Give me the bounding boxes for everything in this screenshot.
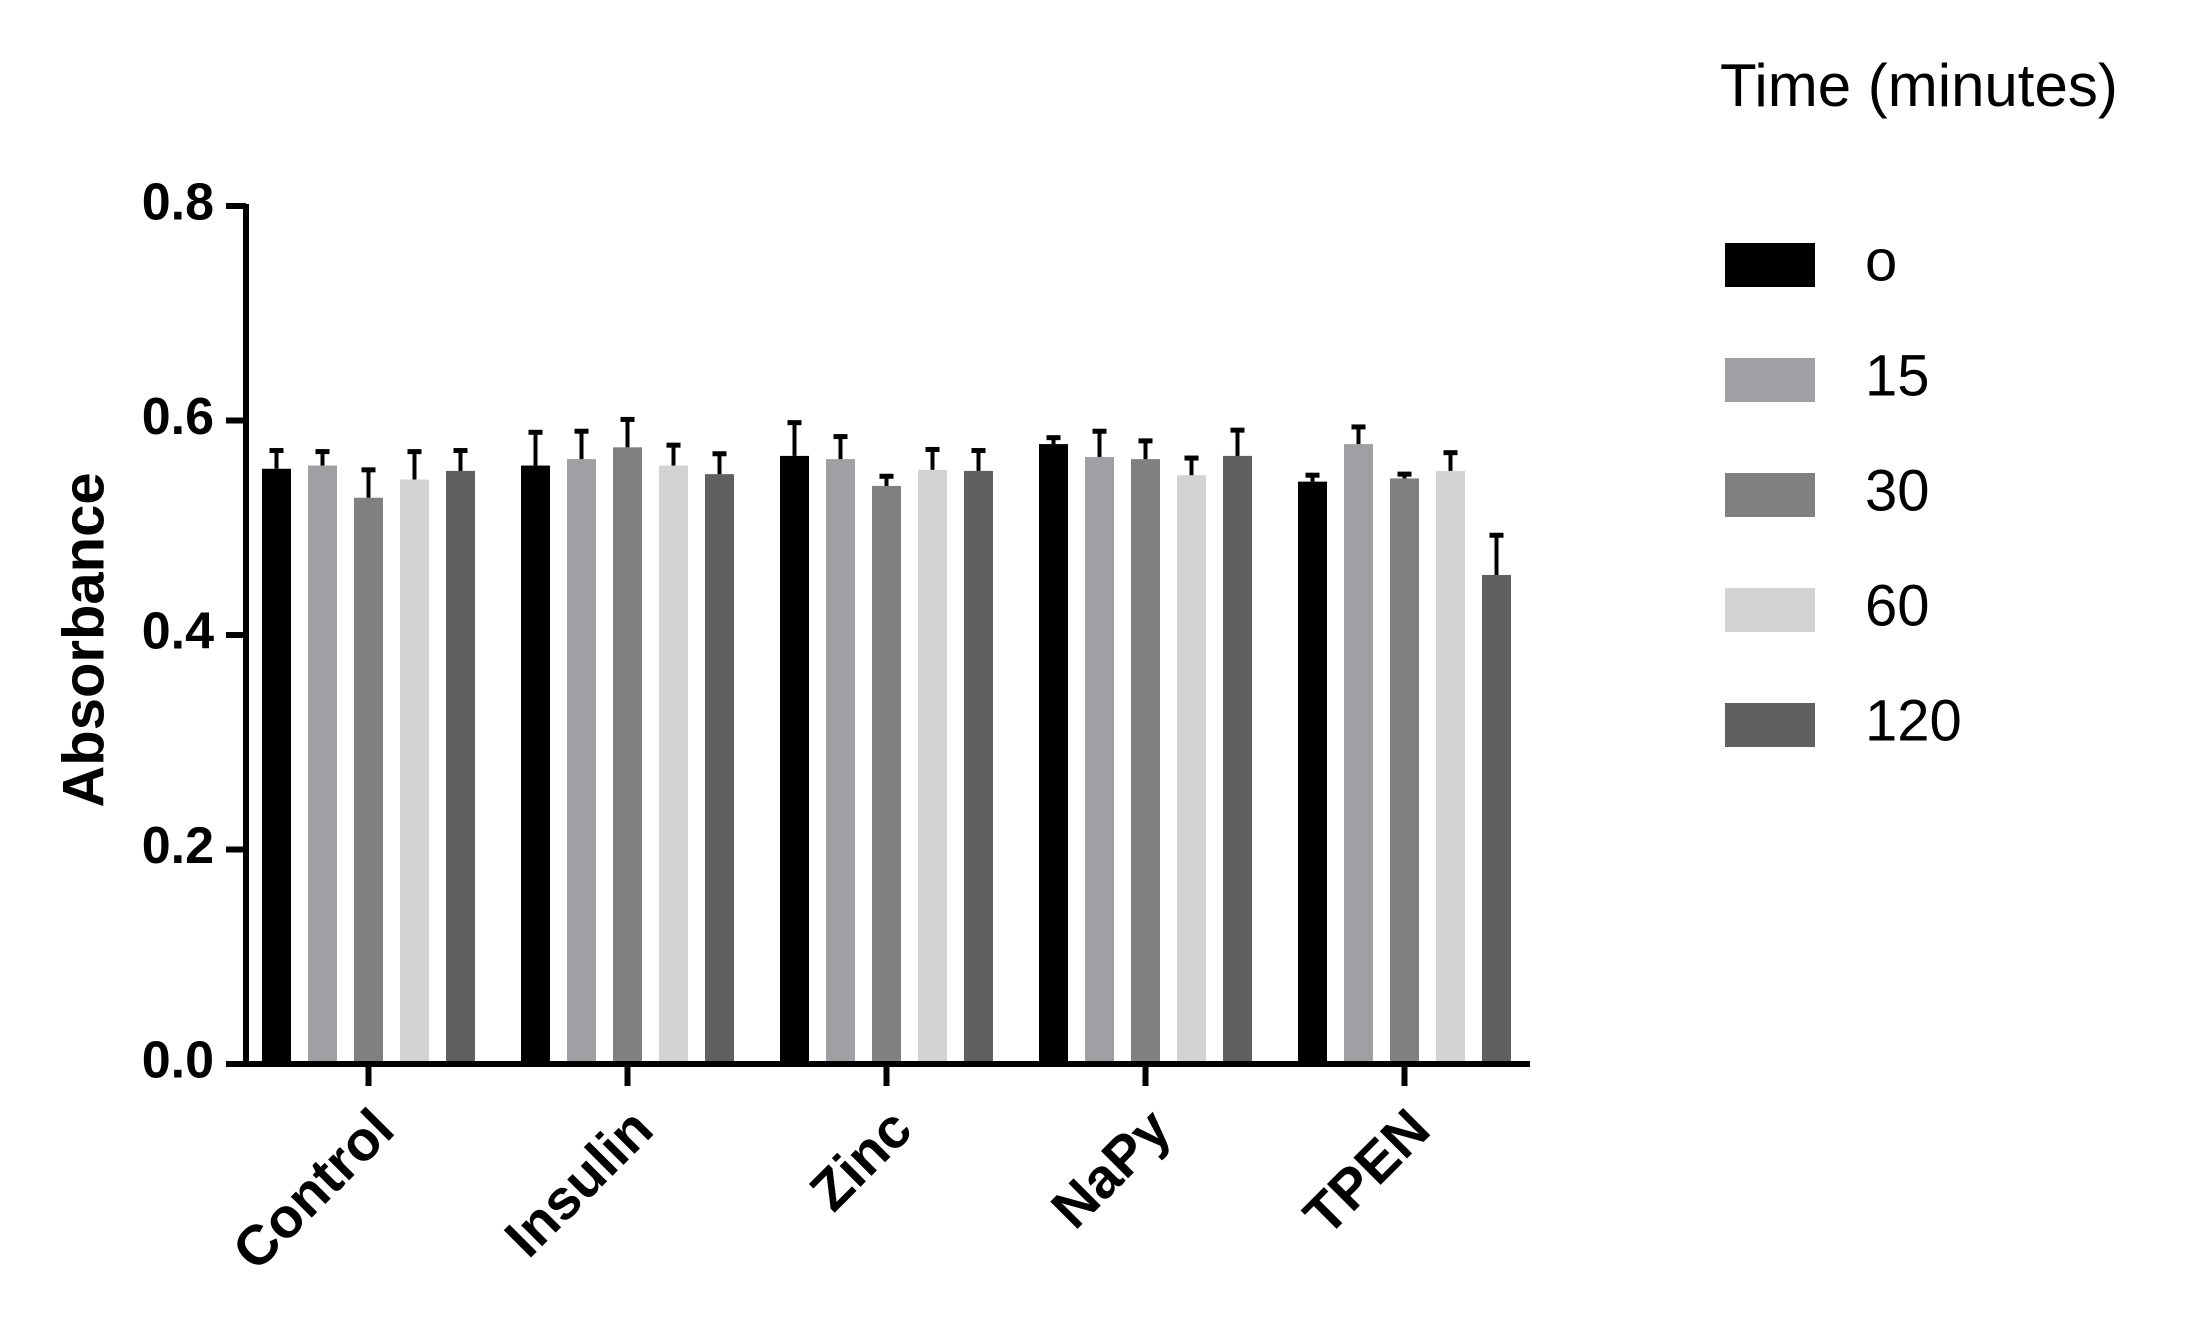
error-bars-layer [269,416,1504,575]
legend-swatch [1725,473,1815,517]
bar [1436,470,1465,1065]
y-tick-label: 0.8 [142,174,214,232]
bar [308,465,337,1064]
legend-swatch [1725,703,1815,747]
legend-entry-label: o [1865,228,1897,293]
bar [1039,444,1068,1065]
y-tick-label: 0.4 [142,603,214,661]
x-tick-label: NaPy [1039,1096,1183,1240]
x-tick-label: Zinc [797,1096,923,1222]
x-tick-label: Control [220,1096,405,1281]
bar [613,447,642,1064]
bar [1298,481,1327,1064]
bar [1223,455,1252,1065]
legend-entry-label: 60 [1865,573,1930,638]
legend-swatch [1725,588,1815,632]
legend-swatch [1725,243,1815,287]
bar [1177,475,1206,1064]
legend-entry-label: 30 [1865,458,1930,523]
bar [1085,456,1114,1065]
y-tick-label: 0.0 [142,1032,214,1090]
bar [826,459,855,1064]
bar [964,470,993,1065]
bar [1344,444,1373,1065]
bar [872,485,901,1064]
legend-swatch [1725,358,1815,402]
legend-entry-label: 15 [1865,343,1930,408]
bar [400,479,429,1064]
y-tick-label: 0.6 [142,388,214,446]
y-tick-label: 0.2 [142,817,214,875]
y-axis-label: Absorbance [51,472,116,807]
bar [780,455,809,1065]
bar [705,474,734,1064]
bar [567,459,596,1064]
bars-layer [262,444,1511,1065]
bar [918,469,947,1065]
bar [659,465,688,1064]
bar [1390,478,1419,1064]
legend: Time (minutes) o 15 30 60 120 [1720,52,2118,753]
bar [1482,574,1511,1064]
bar [262,468,291,1064]
bar [521,465,550,1064]
legend-entry-label: 120 [1865,688,1962,753]
bar [354,497,383,1065]
x-tick-label: TPEN [1291,1096,1441,1246]
legend-title: Time (minutes) [1720,52,2118,119]
x-tick-label: Insulin [492,1096,664,1268]
bar [1131,459,1160,1064]
bar [446,470,475,1065]
